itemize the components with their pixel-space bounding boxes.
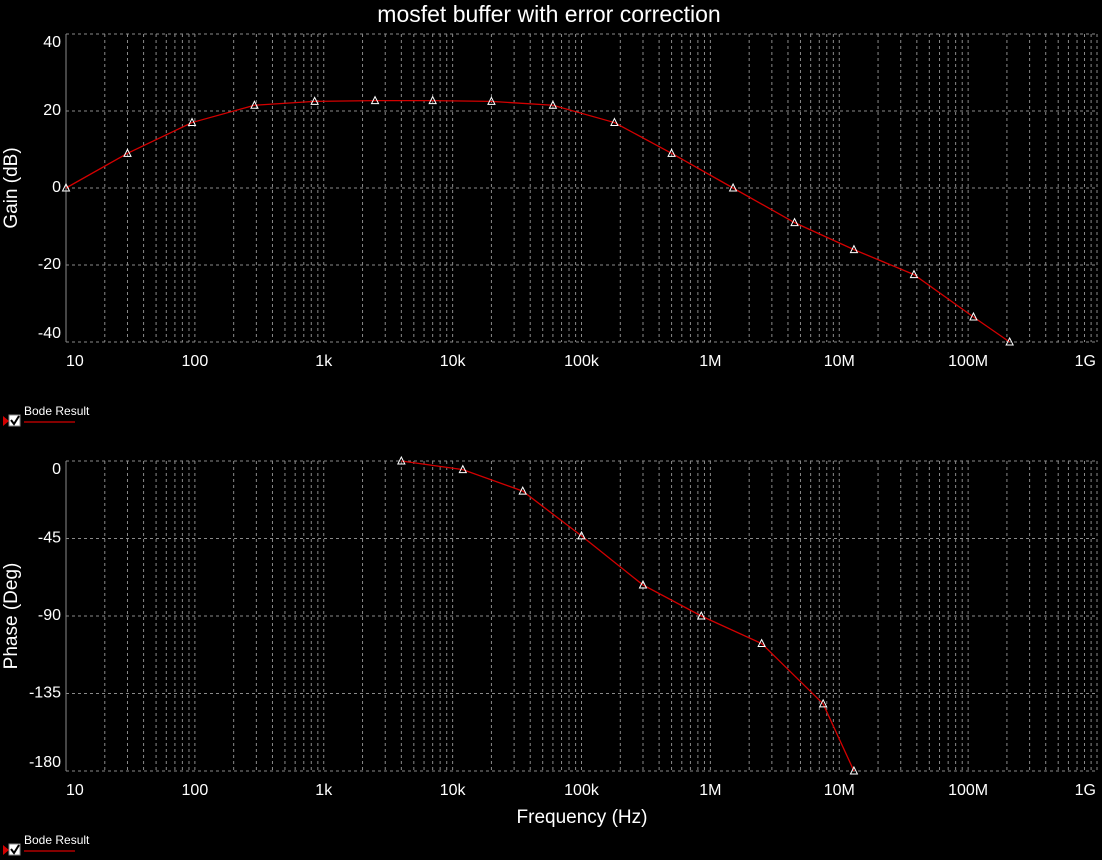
x-tick-label: 10k: [440, 353, 467, 370]
point-marker: [696, 610, 706, 620]
y-tick-label: 20: [43, 102, 61, 119]
x-tick-label: 100: [182, 782, 209, 799]
point-marker: [638, 579, 648, 589]
point-marker: [310, 96, 319, 105]
x-tick-label: 100: [182, 353, 209, 370]
x-tick-label: 1M: [699, 782, 721, 799]
legend-check: [10, 415, 20, 426]
x-tick-label: 10: [66, 353, 84, 370]
legend-checkbox: [8, 414, 21, 427]
x-tick-label: 100k: [564, 353, 600, 370]
x-tick-label: 100M: [948, 353, 988, 370]
point-marker: [458, 464, 468, 474]
legend: Bode Result: [3, 833, 90, 856]
y-axis-label: Gain (dB): [1, 147, 22, 228]
point-marker: [370, 95, 380, 105]
x-tick-label: 10M: [824, 353, 855, 370]
y-tick-label: 0: [52, 461, 61, 478]
x-tick-label: 100k: [564, 782, 600, 799]
legend-label: Bode Result: [24, 833, 90, 847]
legend: Bode Result: [3, 404, 90, 427]
point-marker: [849, 765, 859, 775]
legend-arrow: [3, 416, 9, 426]
point-marker: [728, 182, 738, 192]
point-marker: [909, 269, 919, 279]
x-tick-label: 1G: [1075, 782, 1096, 799]
legend-label: Bode Result: [24, 404, 90, 418]
point-marker: [969, 311, 978, 321]
point-marker: [1005, 336, 1014, 346]
y-axis-label: Phase (Deg): [1, 563, 22, 670]
point-marker: [548, 100, 558, 109]
x-axis-label: Frequency (Hz): [517, 807, 648, 828]
x-tick-label: 1G: [1075, 353, 1096, 370]
y-tick-label: -20: [38, 256, 61, 273]
point-marker: [187, 117, 197, 127]
x-tick-label: 1k: [315, 353, 333, 370]
series-line: [401, 460, 855, 772]
legend-check: [10, 844, 20, 855]
point-marker: [428, 95, 437, 105]
point-marker: [757, 638, 766, 648]
x-tick-label: 100M: [948, 782, 988, 799]
point-marker: [61, 182, 71, 192]
y-tick-label: 40: [43, 34, 61, 51]
x-tick-label: 1M: [699, 353, 721, 370]
point-marker: [790, 217, 799, 227]
point-marker: [818, 698, 828, 708]
x-tick-label: 10k: [440, 782, 467, 799]
point-marker: [250, 100, 259, 109]
point-marker: [849, 244, 859, 254]
point-marker: [123, 148, 132, 157]
x-tick-label: 10: [66, 782, 84, 799]
point-marker: [667, 148, 676, 157]
x-tick-label: 1k: [315, 782, 333, 799]
y-tick-label: -135: [29, 685, 61, 702]
y-tick-label: -45: [38, 530, 61, 547]
point-marker: [518, 486, 528, 495]
point-marker: [610, 117, 619, 127]
series-line: [65, 99, 1011, 343]
x-tick-label: 10M: [824, 782, 855, 799]
point-marker: [487, 96, 496, 105]
legend-arrow: [3, 845, 9, 855]
y-tick-label: 0: [52, 179, 61, 196]
point-marker: [577, 530, 586, 540]
y-tick-label: -180: [29, 754, 61, 771]
y-tick-label: -90: [38, 607, 61, 624]
legend-checkbox: [8, 843, 21, 856]
point-marker: [397, 455, 406, 465]
y-tick-label: -40: [38, 325, 61, 342]
chart-title: mosfet buffer with error correction: [377, 1, 720, 27]
